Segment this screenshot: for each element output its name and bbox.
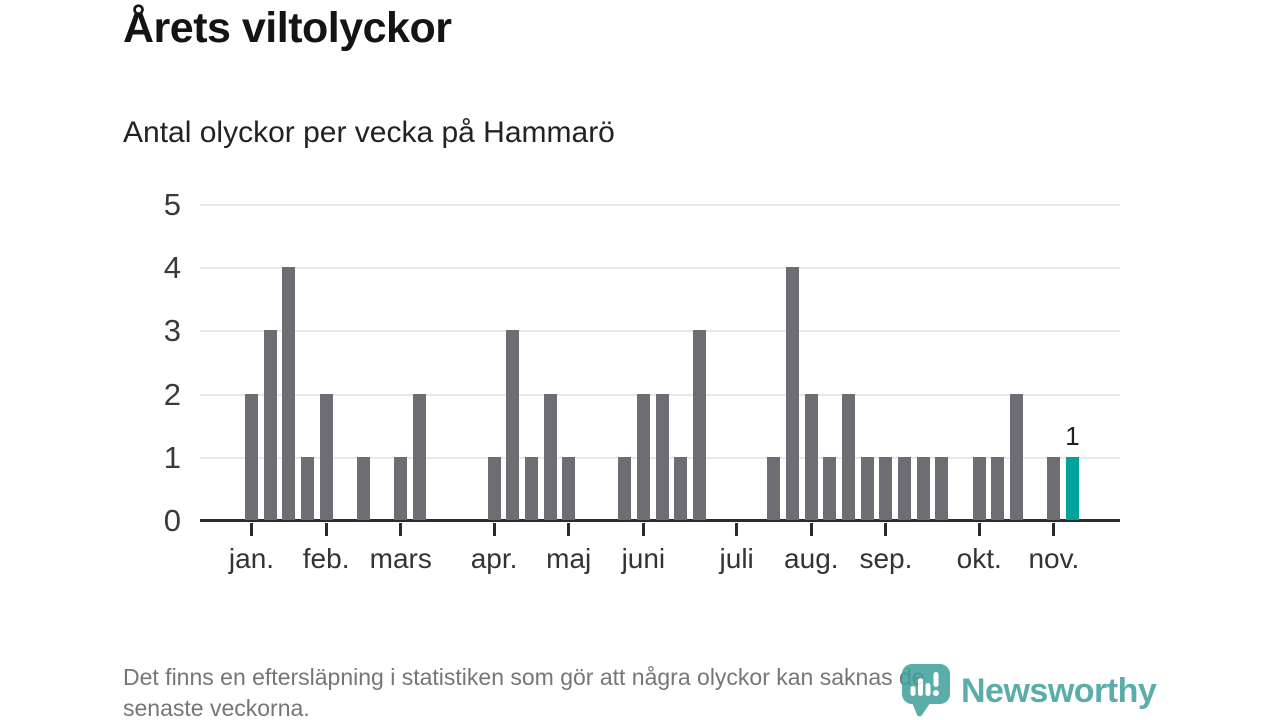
bar-week (562, 456, 576, 520)
footnote-line-2: senaste veckorna. (123, 695, 310, 720)
x-axis-label-maj: maj (546, 543, 592, 574)
chart-subtitle: Antal olyckor per vecka på Hammarö (123, 116, 615, 149)
x-tick-juni (641, 523, 645, 536)
bar-week (263, 330, 277, 520)
newsworthy-chart-bubble-icon (902, 664, 950, 717)
x-tick-nov (1052, 523, 1056, 536)
bar-week (655, 393, 669, 520)
bar-week (879, 456, 893, 520)
bar-week (1047, 456, 1061, 520)
plot-area: 0 1 2 3 4 5 jan. feb. mars apr. maj juni juli aug. sep… (164, 188, 1120, 574)
x-tick-mars (399, 523, 403, 536)
newsworthy-wordmark: Newsworthy (961, 671, 1157, 710)
gridline-3 (200, 330, 1120, 333)
bar-week (506, 330, 520, 520)
bar-week (786, 267, 800, 520)
y-axis-label-4: 4 (163, 250, 181, 286)
bar-week (860, 456, 874, 520)
gridline-5 (200, 204, 1120, 206)
bar-week (487, 456, 501, 520)
bar-week (916, 456, 930, 520)
bar-week (1010, 393, 1024, 520)
x-tick-apr (492, 523, 496, 536)
bar-week (245, 393, 258, 520)
x-tick-aug (809, 523, 813, 536)
bar-week (412, 393, 426, 520)
bar-week (823, 456, 837, 520)
bar-week (804, 393, 818, 520)
bar-week (300, 456, 314, 520)
y-axis-label-2: 2 (163, 376, 181, 412)
x-axis-label-jan: jan. (228, 543, 275, 574)
x-axis-label-juli: juli (719, 543, 754, 574)
newsworthy-logo: Newsworthy (902, 664, 1157, 718)
bar-week (282, 267, 296, 520)
y-axis-label-3: 3 (163, 313, 181, 349)
x-tick-okt (977, 523, 981, 536)
bar-week (319, 393, 333, 520)
x-axis-label-okt: okt. (956, 543, 1002, 574)
x-tick-maj (567, 523, 571, 536)
bar-week-highlighted (1066, 456, 1080, 520)
footnote-line-1: Det finns en eftersläpning i statistiken… (123, 664, 925, 690)
bar-week (692, 330, 706, 520)
bar-week (674, 456, 688, 520)
x-axis-label-apr: apr. (470, 543, 518, 574)
bar-week (935, 456, 949, 520)
bar-week (618, 456, 632, 520)
highlight-value-label: 1 (1065, 420, 1080, 451)
bar-week (356, 456, 370, 520)
x-tick-juli (735, 523, 739, 536)
x-axis-label-aug: aug. (784, 543, 839, 574)
bar-week (543, 393, 557, 520)
x-axis-label-nov: nov. (1028, 543, 1080, 574)
x-tick-feb (324, 523, 328, 536)
bar-week (991, 456, 1005, 520)
bar-week (842, 393, 856, 520)
y-axis-label-1: 1 (163, 439, 181, 475)
chart-title: Årets viltolyckor (123, 4, 452, 52)
gridline-4 (200, 267, 1120, 270)
y-axis-label-0: 0 (163, 503, 181, 538)
bar-week (972, 456, 986, 520)
bar-week (394, 456, 408, 520)
bar-week (898, 456, 912, 520)
x-axis-line (200, 519, 1120, 522)
bar-week (767, 456, 781, 520)
x-axis-label-juni: juni (621, 543, 666, 574)
x-axis-label-sep: sep. (859, 543, 913, 574)
x-axis-label-mars: mars (369, 543, 432, 574)
footnote: Det finns en eftersläpning i statistiken… (123, 662, 1168, 720)
bar-week (524, 456, 538, 520)
x-axis-label-feb: feb. (302, 543, 350, 574)
x-tick-jan (250, 523, 253, 536)
y-axis-label-5: 5 (163, 187, 181, 222)
x-tick-sep (884, 523, 888, 536)
bar-week (636, 393, 650, 520)
